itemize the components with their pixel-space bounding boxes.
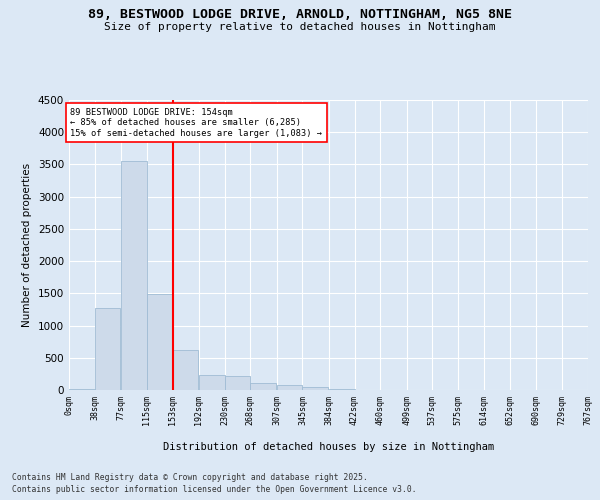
Y-axis label: Number of detached properties: Number of detached properties: [22, 163, 32, 327]
Bar: [173, 350, 198, 390]
Text: 89, BESTWOOD LODGE DRIVE, ARNOLD, NOTTINGHAM, NG5 8NE: 89, BESTWOOD LODGE DRIVE, ARNOLD, NOTTIN…: [88, 8, 512, 20]
Bar: [199, 374, 224, 390]
Text: 89 BESTWOOD LODGE DRIVE: 154sqm
← 85% of detached houses are smaller (6,285)
15%: 89 BESTWOOD LODGE DRIVE: 154sqm ← 85% of…: [70, 108, 322, 138]
Text: Distribution of detached houses by size in Nottingham: Distribution of detached houses by size …: [163, 442, 494, 452]
Bar: [69, 389, 95, 390]
Bar: [224, 376, 250, 390]
Text: Size of property relative to detached houses in Nottingham: Size of property relative to detached ho…: [104, 22, 496, 32]
Bar: [250, 382, 276, 390]
Text: Contains HM Land Registry data © Crown copyright and database right 2025.: Contains HM Land Registry data © Crown c…: [12, 472, 368, 482]
Bar: [147, 294, 173, 390]
Bar: [95, 308, 121, 390]
Bar: [302, 387, 328, 390]
Text: Contains public sector information licensed under the Open Government Licence v3: Contains public sector information licen…: [12, 485, 416, 494]
Bar: [277, 385, 302, 390]
Bar: [121, 160, 147, 390]
